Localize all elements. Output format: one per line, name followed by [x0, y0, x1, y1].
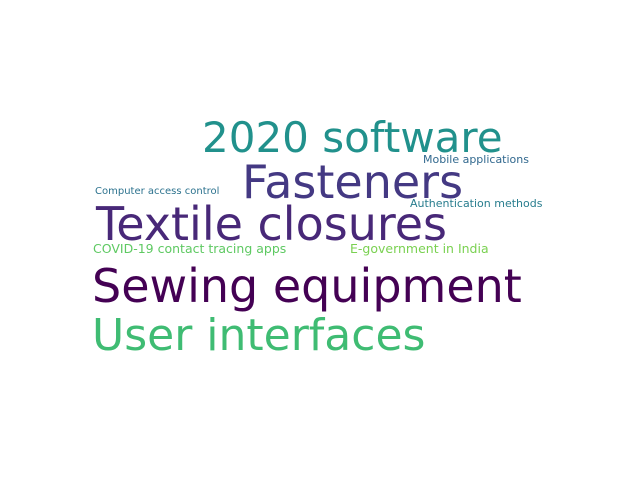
word-user-interfaces: User interfaces	[92, 310, 426, 361]
word-authentication-methods: Authentication methods	[410, 197, 543, 210]
word-e-government-in-india: E-government in India	[350, 241, 489, 256]
word-covid-contact-tracing-apps: COVID-19 contact tracing apps	[93, 241, 287, 256]
word-sewing-equipment: Sewing equipment	[92, 259, 522, 313]
word-textile-closures: Textile closures	[96, 197, 448, 251]
word-mobile-applications: Mobile applications	[423, 153, 529, 166]
word-2020-software: 2020 software	[202, 113, 503, 162]
word-fasteners: Fasteners	[242, 155, 464, 209]
word-computer-access-control: Computer access control	[95, 186, 220, 197]
